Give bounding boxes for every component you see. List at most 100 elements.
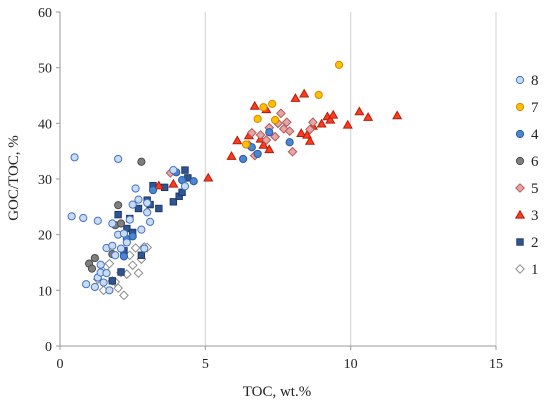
data-point [146, 217, 155, 226]
data-point [143, 198, 152, 208]
data-point [134, 204, 143, 213]
legend-item-3: 3 [514, 208, 539, 224]
data-point [168, 178, 179, 188]
y-tick-label: 60 [38, 6, 52, 21]
data-point [79, 213, 88, 223]
data-point [90, 253, 99, 263]
data-point [296, 128, 307, 138]
data-point [102, 268, 111, 278]
x-tick-label: 15 [489, 357, 503, 372]
data-point [342, 119, 353, 129]
x-tick-label: 10 [344, 357, 358, 372]
data-point [246, 127, 257, 138]
data-point [281, 117, 292, 128]
data-point [270, 131, 281, 142]
data-point [268, 99, 277, 108]
data-point [130, 243, 141, 253]
data-point [104, 258, 115, 269]
data-point [334, 60, 344, 69]
data-point [316, 118, 327, 128]
data-point [265, 128, 274, 137]
data-point [287, 146, 298, 157]
series-3 [153, 88, 403, 190]
y-tick-label: 30 [38, 173, 52, 188]
data-point [299, 88, 310, 98]
data-point [253, 149, 262, 159]
data-point [180, 182, 190, 191]
x-axis-label: TOC, wt.% [243, 384, 311, 400]
data-point [239, 154, 248, 164]
data-point [140, 244, 149, 253]
legend-label: 2 [531, 235, 539, 251]
legend-item-2: 2 [516, 235, 539, 251]
data-point [264, 144, 275, 154]
legend-label: 8 [531, 73, 539, 89]
series-8 [67, 153, 190, 295]
legend-label: 1 [531, 262, 539, 278]
data-point [67, 212, 76, 221]
legend-marker [515, 102, 525, 112]
legend-label: 3 [531, 208, 539, 224]
x-tick-label: 5 [202, 357, 209, 372]
data-point [87, 264, 97, 273]
legend-label: 7 [531, 100, 539, 116]
data-point [178, 188, 186, 197]
legend: 8 7 4 6 5 3 2 1 [514, 73, 539, 278]
y-tick-label: 0 [45, 340, 52, 355]
data-point [127, 260, 138, 271]
data-point [114, 154, 123, 164]
legend-item-1: 1 [515, 262, 539, 278]
data-point [137, 225, 146, 234]
legend-label: 5 [531, 181, 539, 197]
legend-marker [515, 129, 525, 139]
data-point [131, 184, 140, 193]
data-point [119, 290, 129, 301]
data-point [128, 200, 137, 209]
data-point [270, 115, 280, 125]
data-point [328, 109, 339, 119]
data-point [70, 153, 79, 162]
data-point [114, 201, 123, 210]
data-point [122, 238, 131, 247]
legend-marker [515, 75, 525, 85]
data-point [304, 135, 316, 145]
data-point [261, 135, 272, 145]
series-7 [241, 60, 344, 149]
legend-marker [515, 183, 525, 193]
data-point [108, 277, 117, 285]
data-point [290, 93, 301, 102]
data-point [113, 283, 124, 294]
data-point [133, 268, 144, 278]
data-point [302, 129, 313, 139]
data-point [305, 124, 315, 135]
legend-item-6: 6 [515, 154, 539, 170]
data-point [169, 198, 178, 206]
data-point [325, 114, 336, 124]
y-tick-label: 50 [38, 62, 52, 77]
data-point [354, 106, 365, 116]
legend-item-4: 4 [515, 127, 539, 143]
axes [56, 11, 497, 350]
data-point [392, 110, 403, 120]
legend-item-5: 5 [515, 181, 539, 197]
data-point [134, 195, 143, 204]
legend-item-7: 7 [515, 100, 539, 116]
data-point [181, 166, 189, 174]
data-point [258, 139, 269, 149]
y-tick-label: 20 [38, 229, 52, 244]
data-point [253, 114, 262, 123]
data-point [125, 215, 134, 224]
y-tick-label: 40 [38, 117, 52, 132]
data-point [111, 251, 120, 260]
data-point [137, 251, 146, 259]
data-point [99, 278, 108, 287]
data-point [119, 229, 129, 238]
legend-item-8: 8 [515, 73, 539, 89]
data-point [148, 186, 158, 195]
data-point [241, 140, 251, 149]
data-point [226, 150, 237, 160]
data-point [117, 268, 125, 276]
data-points [67, 60, 403, 301]
legend-label: 4 [531, 127, 539, 143]
data-point [90, 282, 99, 292]
